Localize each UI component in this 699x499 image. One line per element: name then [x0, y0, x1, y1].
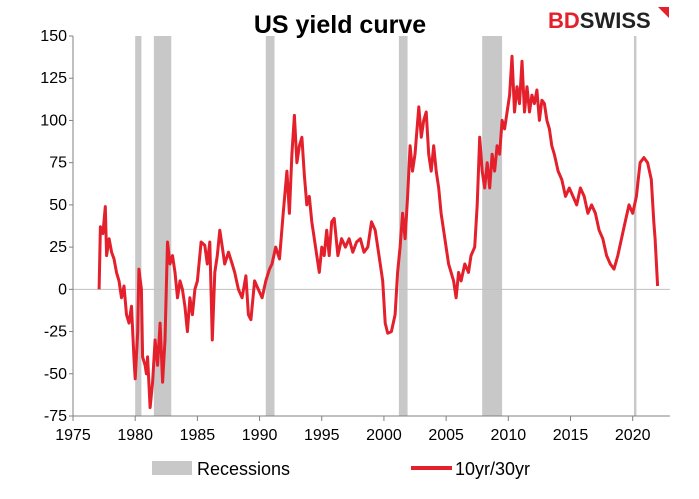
recession-band-5	[633, 36, 637, 416]
logo-part2: SWISS	[580, 8, 651, 33]
legend-label-series: 10yr/30yr	[455, 459, 530, 479]
x-tick-label: 2020	[615, 427, 651, 444]
legend-label-recessions: Recessions	[197, 459, 290, 479]
y-tick-label: 125	[40, 70, 67, 87]
svg-text:BDSWISS: BDSWISS	[548, 8, 651, 33]
x-tick-label: 2010	[491, 427, 527, 444]
series-lines	[97, 54, 660, 410]
y-tick-label: 150	[40, 28, 67, 45]
x-tick-label: 1985	[180, 427, 216, 444]
legend: Recessions 10yr/30yr	[152, 459, 530, 479]
brand-logo: BDSWISS	[548, 7, 669, 33]
x-tick-label: 2000	[366, 427, 402, 444]
x-tick-label: 1990	[242, 427, 278, 444]
recession-band-4	[482, 36, 503, 416]
logo-corner-icon	[658, 7, 669, 18]
y-tick-label: 100	[40, 112, 67, 129]
recession-band-0	[135, 36, 142, 416]
logo-part1: BD	[548, 8, 580, 33]
y-tick-label: -75	[44, 408, 67, 425]
y-tick-label: -50	[44, 366, 67, 383]
y-tick-label: -25	[44, 324, 67, 341]
series-line-0	[97, 54, 660, 410]
x-tick-label: 1995	[304, 427, 340, 444]
y-tick-label: 75	[49, 155, 67, 172]
x-tick-label: 1975	[55, 427, 91, 444]
y-tick-label: 50	[49, 197, 67, 214]
y-tick-label: 0	[58, 281, 67, 298]
x-tick-label: 2015	[553, 427, 589, 444]
y-tick-labels: -75 -50 -25 0 25 50 75 100 125 150	[40, 28, 73, 425]
x-tick-labels: 1975 1980 1985 1990 1995 2000 2005 2010 2015 2020	[55, 416, 651, 444]
recession-band-2	[265, 36, 275, 416]
chart-title: US yield curve	[254, 11, 426, 39]
x-tick-label: 2005	[428, 427, 464, 444]
y-tick-label: 25	[49, 239, 67, 256]
x-tick-label: 1980	[117, 427, 153, 444]
legend-swatch-recessions	[152, 461, 192, 475]
recession-bands	[135, 36, 637, 416]
